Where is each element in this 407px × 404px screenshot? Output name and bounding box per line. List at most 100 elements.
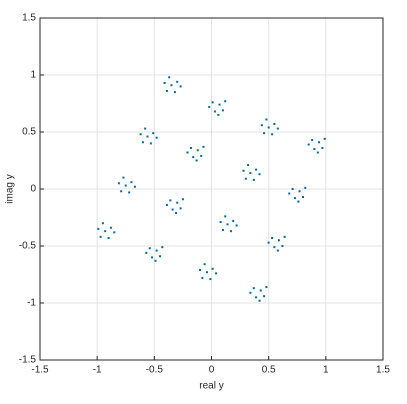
x-tick-label: 0 — [209, 365, 215, 376]
point — [133, 185, 136, 188]
point — [263, 132, 266, 135]
point — [259, 289, 262, 292]
point — [226, 223, 229, 226]
point — [255, 296, 258, 299]
y-tick-label: 1 — [30, 70, 36, 81]
point — [267, 241, 270, 244]
point — [263, 295, 266, 298]
point — [107, 237, 110, 240]
x-tick-label: -1 — [93, 365, 102, 376]
point — [316, 151, 319, 154]
point — [213, 110, 216, 113]
point — [307, 143, 310, 146]
point — [297, 200, 300, 203]
point — [192, 156, 195, 159]
point — [159, 255, 162, 258]
point — [249, 291, 252, 294]
point — [252, 178, 255, 181]
point — [265, 286, 268, 289]
point — [155, 249, 158, 252]
point — [152, 132, 155, 135]
point — [113, 231, 116, 234]
y-tick-label: 0.5 — [22, 127, 36, 138]
point — [122, 176, 125, 179]
point — [97, 227, 100, 230]
x-tick-label: 0.5 — [262, 365, 276, 376]
point — [283, 235, 286, 238]
point — [199, 268, 202, 271]
point — [154, 259, 157, 262]
point — [281, 245, 284, 247]
point — [249, 172, 252, 175]
x-tick-label: 1.5 — [376, 365, 390, 376]
point — [217, 113, 220, 116]
point — [232, 219, 235, 222]
point — [293, 197, 296, 200]
point — [273, 123, 276, 126]
y-tick-label: 0 — [30, 184, 36, 195]
point — [276, 127, 279, 130]
point — [276, 249, 279, 252]
point — [179, 207, 182, 210]
point — [265, 118, 268, 121]
point — [208, 105, 211, 108]
point — [175, 211, 178, 214]
point — [258, 299, 261, 302]
point — [209, 278, 212, 281]
point — [221, 109, 224, 112]
point — [211, 101, 214, 104]
point — [277, 239, 280, 242]
point — [271, 133, 274, 136]
y-tick-label: -1.5 — [19, 355, 37, 366]
point — [151, 256, 154, 259]
point — [179, 85, 182, 88]
x-tick-label: 1 — [323, 365, 329, 376]
point — [224, 100, 227, 103]
point — [219, 221, 222, 224]
point — [301, 195, 304, 198]
y-tick-label: -0.5 — [19, 241, 37, 252]
point — [109, 226, 112, 229]
plot-frame — [39, 17, 384, 361]
point — [203, 263, 206, 266]
point — [211, 267, 214, 270]
point — [229, 230, 232, 233]
y-axis-label: imag y — [5, 174, 16, 203]
point — [196, 149, 199, 152]
point — [244, 177, 247, 180]
point — [163, 81, 166, 84]
point — [124, 184, 127, 187]
point — [260, 124, 263, 127]
point — [165, 203, 168, 206]
point — [120, 190, 123, 193]
point — [291, 188, 294, 190]
x-tick-label: -1.5 — [31, 365, 49, 376]
point — [176, 201, 179, 204]
point — [149, 142, 152, 145]
point — [117, 182, 120, 185]
point — [271, 237, 274, 240]
point — [255, 168, 258, 171]
point — [148, 247, 151, 250]
point — [173, 91, 176, 94]
point — [317, 141, 320, 144]
point — [155, 136, 158, 139]
point — [101, 222, 104, 225]
point — [205, 271, 208, 274]
point — [242, 169, 245, 172]
point — [304, 186, 307, 189]
point — [128, 191, 131, 194]
point — [145, 251, 148, 254]
point — [104, 230, 107, 233]
point — [144, 127, 147, 130]
x-tick-label: -0.5 — [146, 365, 164, 376]
point — [298, 190, 301, 193]
point — [165, 89, 168, 92]
point — [168, 76, 171, 79]
point — [146, 135, 149, 138]
point — [323, 137, 326, 140]
point — [258, 173, 261, 176]
